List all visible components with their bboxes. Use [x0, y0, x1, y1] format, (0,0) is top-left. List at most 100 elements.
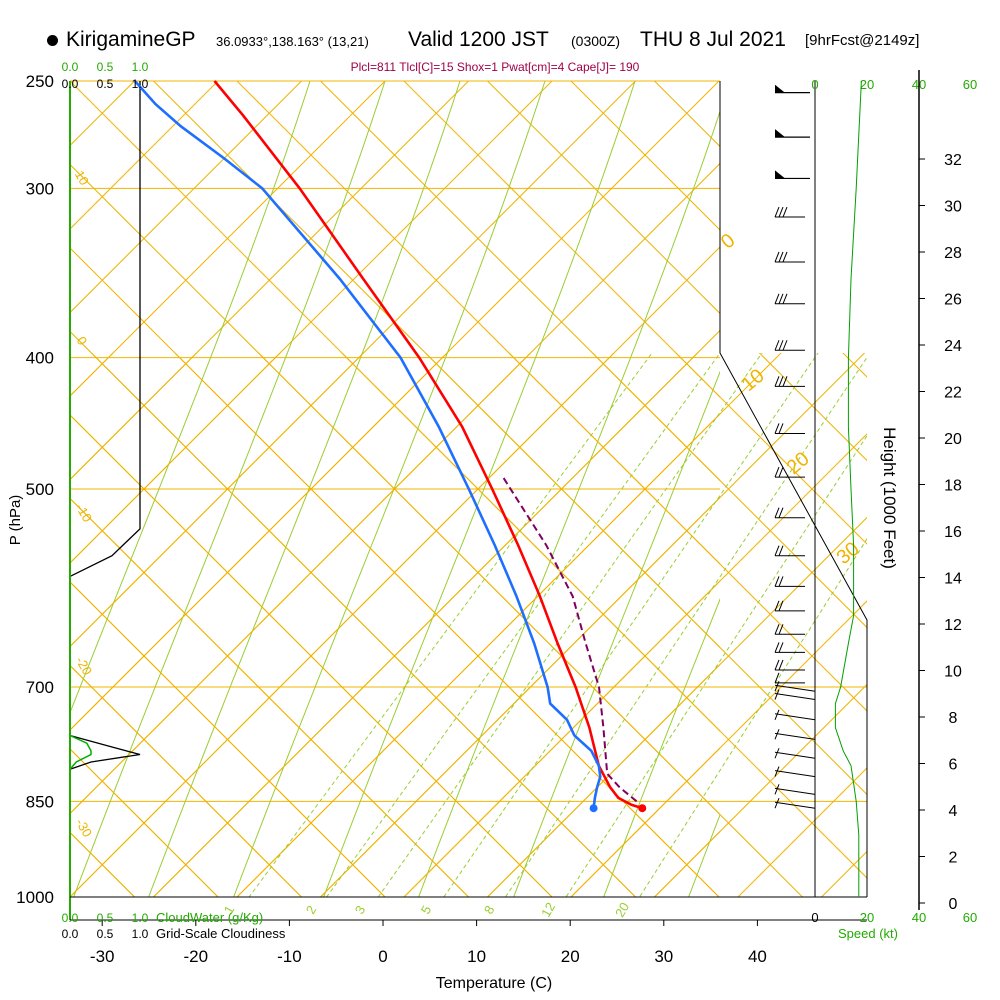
wind-barb-staff [774, 693, 816, 701]
height-tick-label: 30 [944, 199, 962, 216]
cloudiness-profile [69, 81, 141, 577]
isotherm-line [487, 516, 867, 897]
wind-barb [774, 507, 805, 519]
wind-barb [774, 681, 816, 692]
left-isotherm-label: -30 [73, 816, 95, 840]
top-cloudiness-scale-label: 0.0 [62, 77, 79, 91]
isotherm-line [70, 81, 386, 397]
wind-barb [774, 689, 816, 701]
isotherm-line [70, 81, 302, 314]
wind-barb-staff [774, 751, 816, 759]
wind-barb [774, 206, 805, 218]
dry-adiabat-line [70, 664, 302, 897]
valid-date: THU 8 Jul 2021 [640, 28, 786, 51]
wind-barb-staff [774, 684, 816, 692]
pressure-tick-label: 400 [26, 349, 54, 368]
wind-barb-feather [774, 766, 780, 777]
wind-barb-feather [774, 709, 780, 720]
moist-adiabat-line [603, 597, 720, 897]
speed-scale-top-label: 0 [811, 77, 818, 92]
speed-label: Speed (kt) [838, 926, 898, 941]
surface-dewpoint-marker [589, 804, 598, 813]
wind-barb [775, 84, 810, 94]
x-axis-label: Temperature (C) [436, 975, 552, 992]
background-grid [70, 81, 1000, 897]
moist-adiabat-line [73, 81, 386, 897]
wind-barb-pennant [775, 84, 785, 93]
wind-barb-feather [778, 423, 784, 434]
wind-barb-pennant [775, 170, 785, 179]
speed-scale-top-label: 60 [963, 77, 977, 92]
mixing-ratio-label: 2 [303, 903, 320, 917]
wind-barb [774, 576, 805, 587]
dry-adiabat-line [989, 81, 1000, 897]
dry-adiabat-line [70, 748, 219, 897]
wind-barb-feather [778, 642, 784, 653]
dry-adiabat-line [822, 81, 1000, 897]
wind-barb-feather [774, 642, 780, 653]
height-tick-label: 10 [944, 664, 962, 681]
wind-barb [774, 600, 805, 612]
mixing-ratio-label: 5 [418, 903, 435, 917]
wind-barb [774, 624, 805, 635]
pressure-tick-label: 700 [26, 678, 54, 697]
isotherm-line [822, 81, 1000, 897]
wind-barb-feather [774, 672, 780, 684]
wind-barb [774, 748, 816, 759]
wind-barb-feather [774, 689, 780, 700]
height-tick-label: 18 [944, 478, 962, 495]
wind-barb-feather [774, 340, 780, 351]
pressure-tick-label: 300 [26, 179, 54, 198]
cloudwater-profile [69, 734, 92, 770]
height-tick-label: 2 [949, 850, 958, 867]
moist-adiabat-line [70, 81, 311, 715]
wind-barb [774, 729, 816, 740]
bottom-cloudwater-scale-label: 0.0 [62, 911, 79, 925]
wind-barb-staff [774, 770, 816, 778]
pressure-tick-label: 850 [26, 792, 54, 811]
wind-barb-feather [774, 293, 780, 304]
wind-barb [774, 659, 805, 671]
height-tick-label: 16 [944, 524, 962, 541]
mixing-ratio-line [565, 434, 867, 897]
x-tick-label: -10 [277, 947, 302, 966]
wind-barb-feather [778, 576, 784, 587]
wind-barb [775, 129, 810, 138]
dry-adiabat-line [591, 353, 867, 629]
wind-barb [774, 251, 805, 263]
x-tick-label: 0 [378, 947, 387, 966]
moist-adiabat-line [323, 81, 636, 897]
left-isotherm-label: 0 [74, 334, 91, 348]
wind-barb-feather [774, 576, 780, 587]
bottom-cloudiness-scale-label: 0.5 [97, 927, 114, 941]
dewpoint-profile [133, 80, 602, 809]
speed-scale-bottom-label: 0 [811, 910, 818, 925]
wind-barb-feather [774, 507, 780, 518]
wind-barb-feather [774, 748, 780, 759]
wind-barb-feather [778, 659, 784, 671]
bottom-cloudiness-scale-label: 1.0 [132, 927, 149, 941]
wind-barb-feather [774, 729, 780, 740]
wind-barb-feather [778, 507, 784, 518]
isotherm-line [654, 683, 867, 897]
wind-barb-pennant [775, 129, 785, 138]
mixing-ratio-label: 20 [612, 900, 632, 920]
top-cloudiness-scale-label: 1.0 [132, 77, 149, 91]
wind-barb-feather [774, 251, 780, 263]
wind-barb-feather [778, 624, 784, 635]
mixing-ratio-line [377, 353, 763, 897]
mixing-ratio-label: 3 [352, 903, 369, 917]
wind-barb [775, 170, 810, 180]
parcel-profile [502, 476, 638, 803]
isotherm-label: 30 [833, 538, 864, 569]
wind-barb-feather [774, 600, 780, 612]
y-axis-label: P (hPa) [7, 495, 24, 546]
mixing-ratio-line [443, 353, 819, 897]
mixing-ratio-line [639, 537, 867, 897]
cloudiness-profile-low [69, 734, 141, 770]
wind-barb-feather [778, 545, 784, 556]
pressure-tick-label: 1000 [16, 888, 54, 907]
left-isotherm-label: 10 [72, 168, 92, 188]
height-tick-label: 28 [944, 245, 962, 262]
height-axis-label: Height (1000 Feet) [880, 427, 899, 569]
